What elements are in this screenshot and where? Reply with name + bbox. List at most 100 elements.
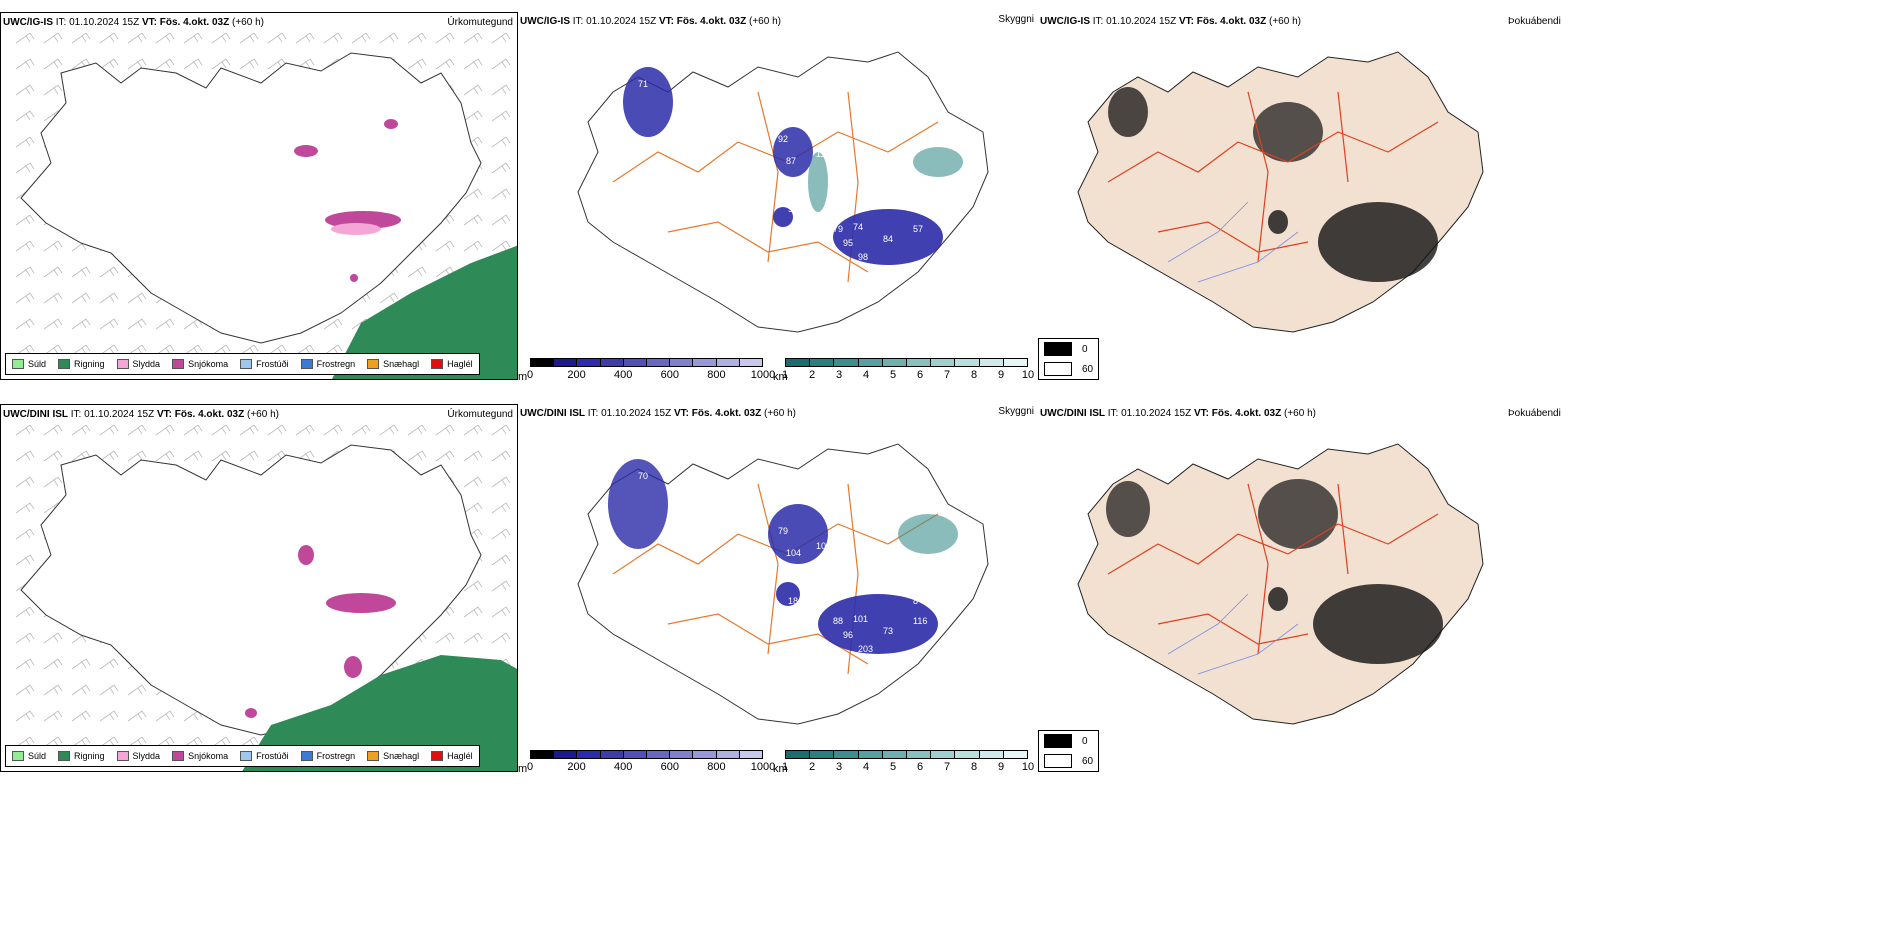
visibility-value: 203 [858, 644, 873, 654]
cloud-legend-label: 60 [1082, 755, 1094, 767]
visibility-value: 118 [816, 149, 830, 159]
legend-swatch [300, 751, 313, 761]
green-rain-area [242, 655, 517, 771]
lead-time: (+60 h) [232, 17, 264, 28]
low-visibility-area [776, 582, 800, 606]
visibility-value: 104 [786, 548, 801, 558]
lead-time: (+60 h) [247, 409, 279, 420]
visibility-value: 8 [803, 172, 808, 182]
wind-barb [239, 450, 259, 462]
wind-barb [491, 476, 511, 488]
colorbar-tick: 9 [997, 761, 1005, 773]
fog-dark [1268, 210, 1288, 234]
wind-barb [15, 84, 35, 96]
legend-swatch [12, 751, 24, 761]
visibility-panel-1: UWC/IG-IS IT: 01.10.2024 15Z VT: Fös. 4.… [518, 12, 1038, 382]
visibility-title: Skyggni [998, 14, 1034, 25]
wind-barb [71, 658, 91, 670]
wind-barb [15, 684, 35, 696]
lead-time: (+60 h) [1284, 408, 1316, 419]
wind-barb [43, 84, 63, 96]
wind-barb [127, 684, 147, 696]
colorbar-swatches [530, 358, 763, 367]
cloudbase-title: Þokuábendi [1508, 408, 1561, 419]
legend-swatch [58, 359, 71, 369]
wind-barb [491, 554, 511, 566]
it-label: IT: [55, 17, 67, 28]
snow-area [344, 656, 362, 678]
cloud-legend-swatch [1044, 342, 1072, 356]
wind-barb [71, 292, 91, 304]
colorbar-tick: 2 [808, 761, 816, 773]
it-label: IT: [587, 408, 599, 419]
wind-barb [15, 658, 35, 670]
legend-label: Haglél [447, 751, 473, 761]
wind-barb [463, 580, 483, 592]
wind-barb [491, 32, 511, 44]
wind-barb [99, 450, 119, 462]
colorbar-swatch [931, 359, 956, 366]
visibility-value: 88 [833, 616, 843, 626]
colorbar-tick: 200 [567, 369, 586, 381]
precip-type-title: Úrkomutegund [447, 409, 513, 420]
colorbar-swatch [786, 359, 811, 366]
wind-barb [15, 502, 35, 514]
wind-barb [15, 136, 35, 148]
legend-label: Slydda [132, 751, 161, 761]
wind-barb [463, 424, 483, 436]
colorbar-tick: 9 [997, 369, 1005, 381]
wind-barb [351, 424, 371, 436]
init-time: 01.10.2024 15Z [69, 17, 140, 28]
wind-barb [43, 476, 63, 488]
legend-swatch [12, 359, 24, 369]
precip-panel-2: UWC/DINI ISL IT: 01.10.2024 15Z VT: Fös.… [0, 404, 518, 772]
init-time: 01.10.2024 15Z [1121, 408, 1192, 419]
vt-label: VT: [156, 409, 172, 420]
model-name: UWC/IG-IS [1040, 16, 1090, 27]
header-1b: UWC/IG-IS IT: 01.10.2024 15Z VT: Fös. 4.… [520, 16, 781, 27]
legend-item: Frostúði [240, 751, 289, 761]
legend-label: Súld [28, 751, 47, 761]
wind-barb [15, 292, 35, 304]
wind-barb [435, 32, 455, 44]
wind-barb [491, 606, 511, 618]
wind-barb [15, 58, 35, 70]
colorbar-swatch [834, 751, 859, 758]
wind-barb [99, 710, 119, 722]
wind-barb [407, 266, 427, 278]
colorbar-swatch [531, 751, 555, 758]
model-name: UWC/DINI ISL [520, 408, 585, 419]
rivers [1167, 593, 1299, 675]
visibility-title: Skyggni [998, 406, 1034, 417]
cloud-legend-label: 0 [1082, 735, 1088, 747]
colorbar-tick: 600 [660, 761, 679, 773]
colorbar-tick: 7 [943, 369, 951, 381]
wind-barb [435, 450, 455, 462]
legend-swatch [367, 751, 380, 761]
wind-barb [491, 58, 511, 70]
wind-barb [127, 318, 147, 330]
colorbar-swatch [739, 359, 763, 366]
wind-barb [155, 32, 175, 44]
model-name: UWC/DINI ISL [3, 409, 68, 420]
road-network [612, 91, 939, 283]
visibility-value: 98 [858, 252, 868, 262]
wind-barb [491, 214, 511, 226]
road-network [1107, 483, 1439, 655]
cloud-legend-swatch [1044, 754, 1072, 768]
cloudbase-title: Þokuábendi [1508, 16, 1561, 27]
colorbar-swatch [931, 751, 956, 758]
visibility-value: 76 [913, 204, 923, 214]
valid-time: Fös. 4.okt. 03Z [174, 409, 245, 420]
legend-label: Rigning [74, 359, 105, 369]
legend-label: Slydda [132, 359, 161, 369]
green-rain-area [332, 245, 517, 379]
colorbar-tick: 7 [943, 761, 951, 773]
wind-barb [99, 292, 119, 304]
it-label: IT: [572, 16, 584, 27]
wind-barb [323, 32, 343, 44]
header-2b: UWC/DINI ISL IT: 01.10.2024 15Z VT: Fös.… [520, 408, 796, 419]
wind-barb [183, 450, 203, 462]
